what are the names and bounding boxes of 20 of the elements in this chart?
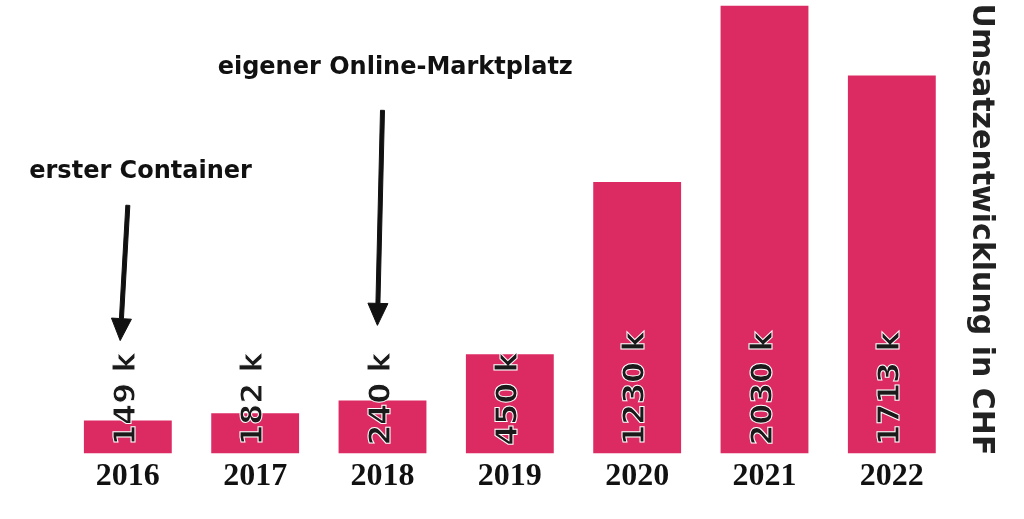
bar xyxy=(720,5,809,454)
bar xyxy=(847,75,936,454)
data-label: 240 k xyxy=(361,351,397,446)
data-label: 2030 k xyxy=(743,330,779,446)
x-tick-label: 2017 xyxy=(223,455,288,492)
annotation: erster Container xyxy=(29,156,253,185)
data-label: 182 k xyxy=(234,351,270,446)
y-axis-title: Umsatzentwicklung in CHF xyxy=(965,3,1001,456)
data-label: 450 k xyxy=(488,351,524,446)
x-tick-label: 2020 xyxy=(605,455,670,492)
x-tick-label: 2019 xyxy=(477,455,542,492)
data-label: 1230 k xyxy=(616,330,652,446)
x-tick-label: 2022 xyxy=(859,455,924,492)
x-tick-label: 2016 xyxy=(95,455,160,492)
data-label: 1713 k xyxy=(870,330,906,446)
data-label: 149 k xyxy=(106,351,142,446)
x-tick-label: 2021 xyxy=(732,455,797,492)
annotation: eigener Online-Marktplatz xyxy=(217,51,573,80)
bar xyxy=(593,182,682,454)
x-tick-label: 2018 xyxy=(350,455,415,492)
